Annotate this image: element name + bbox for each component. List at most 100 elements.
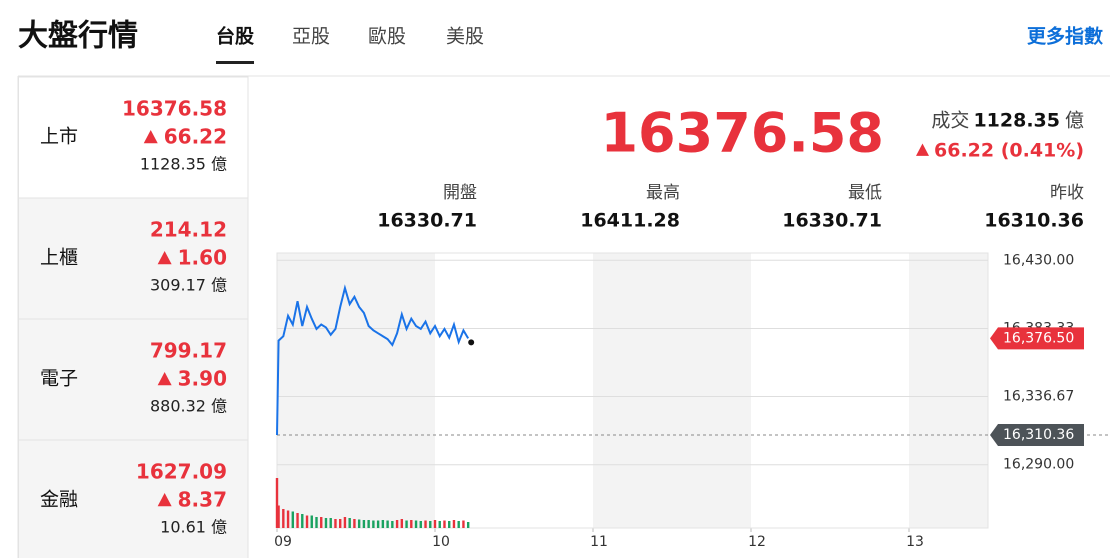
session-band bbox=[909, 253, 988, 528]
stat-value: 16411.28 bbox=[580, 210, 680, 232]
volume-bar bbox=[310, 515, 313, 528]
volume-unit: 億 bbox=[211, 518, 227, 537]
index-change: 1.60 bbox=[178, 246, 227, 270]
volume-bar bbox=[367, 520, 370, 528]
prev-close-tag bbox=[990, 423, 1084, 446]
volume-bar bbox=[433, 520, 437, 528]
volume-bar bbox=[301, 514, 304, 528]
up-triangle bbox=[157, 372, 172, 386]
volume-bar bbox=[419, 521, 422, 528]
volume-bar bbox=[296, 513, 299, 528]
volume-bar bbox=[372, 520, 375, 528]
volume-bar bbox=[357, 519, 361, 528]
volume-bar bbox=[400, 519, 404, 528]
stat-value: 16330.71 bbox=[782, 210, 882, 232]
market-tab[interactable]: 台股 bbox=[216, 25, 254, 48]
index-volume: 1128.35 bbox=[140, 155, 206, 174]
volume-bar bbox=[329, 518, 332, 528]
volume-bar bbox=[457, 521, 460, 528]
volume-bar bbox=[339, 519, 342, 528]
volume-bar bbox=[395, 520, 399, 528]
turnover: 1128.35 bbox=[973, 110, 1060, 132]
volume-bar bbox=[286, 510, 290, 528]
up-triangle bbox=[916, 143, 929, 156]
volume-bar bbox=[324, 518, 328, 528]
volume-bar bbox=[275, 478, 279, 528]
prev-close-label: 16,310.36 bbox=[1003, 427, 1074, 443]
more-link[interactable]: 更多指數 bbox=[1027, 25, 1103, 48]
volume-bar bbox=[277, 505, 280, 528]
volume-bar bbox=[410, 520, 413, 528]
volume-bar bbox=[424, 520, 427, 528]
last-price-tag bbox=[990, 327, 1084, 350]
volume-bar bbox=[320, 517, 323, 528]
stat-label: 最高 bbox=[646, 183, 680, 203]
stat-value: 16330.71 bbox=[377, 210, 477, 232]
volume-bar bbox=[282, 509, 285, 528]
session-band bbox=[593, 253, 751, 528]
index-change: 8.37 bbox=[178, 488, 227, 512]
stat-label: 最低 bbox=[848, 183, 882, 203]
x-tick-label: 09 bbox=[274, 534, 292, 550]
volume-bar bbox=[462, 520, 465, 528]
volume-bar bbox=[315, 517, 318, 528]
y-tick-label: 16,430.00 bbox=[1003, 252, 1074, 268]
index-volume: 309.17 bbox=[150, 276, 206, 295]
volume-bar bbox=[291, 511, 294, 528]
volume-bar bbox=[348, 518, 351, 528]
last-price-label: 16,376.50 bbox=[1003, 330, 1074, 346]
volume-bar bbox=[429, 521, 432, 528]
x-tick-label: 13 bbox=[906, 534, 924, 550]
volume-bar bbox=[391, 521, 394, 528]
index-price: 16376.58 bbox=[122, 97, 227, 121]
index-price: 1627.09 bbox=[136, 460, 227, 484]
volume-bar bbox=[405, 520, 408, 528]
volume-bar bbox=[381, 520, 385, 528]
stat-label: 開盤 bbox=[443, 183, 477, 203]
volume-bar bbox=[452, 520, 456, 528]
volume-bar bbox=[353, 519, 356, 528]
x-tick-label: 12 bbox=[748, 534, 766, 550]
index-change: 3.90 bbox=[178, 367, 227, 391]
index-volume: 880.32 bbox=[150, 397, 206, 416]
volume-bar bbox=[362, 520, 366, 528]
last-point bbox=[468, 339, 475, 346]
volume-unit: 億 bbox=[211, 276, 227, 295]
index-change: 66.22 bbox=[164, 125, 227, 149]
volume-bar bbox=[386, 520, 389, 528]
volume-unit: 億 bbox=[211, 397, 227, 416]
index-row[interactable] bbox=[18, 439, 249, 558]
volume-unit: 億 bbox=[1065, 110, 1084, 132]
index-name: 上櫃 bbox=[40, 247, 78, 269]
up-triangle bbox=[143, 130, 158, 144]
index-name: 上市 bbox=[40, 126, 78, 148]
up-triangle bbox=[157, 493, 172, 507]
y-tick-label: 16,336.67 bbox=[1003, 389, 1074, 405]
market-tab[interactable]: 亞股 bbox=[292, 26, 330, 48]
stat-label: 昨收 bbox=[1050, 183, 1084, 203]
active-tab-underline bbox=[216, 61, 255, 64]
session-band bbox=[277, 253, 435, 528]
up-triangle bbox=[157, 251, 172, 265]
volume-bar bbox=[438, 521, 441, 528]
page-title: 大盤行情 bbox=[18, 19, 138, 54]
index-price: 799.17 bbox=[150, 339, 227, 363]
volume-bar bbox=[466, 522, 470, 528]
volume-bar bbox=[334, 519, 337, 528]
main-price: 16376.58 bbox=[600, 102, 884, 165]
volume-unit: 億 bbox=[211, 155, 227, 174]
price-line bbox=[276, 284, 470, 435]
y-tick-label: 16,290.00 bbox=[1003, 457, 1074, 473]
index-row[interactable] bbox=[18, 318, 249, 441]
market-tab[interactable]: 美股 bbox=[446, 26, 484, 48]
x-tick-label: 10 bbox=[432, 534, 450, 550]
volume-bar bbox=[343, 517, 347, 528]
market-tab[interactable]: 歐股 bbox=[368, 26, 406, 48]
volume-bar bbox=[305, 515, 309, 528]
volume-bar bbox=[448, 521, 451, 528]
index-name: 金融 bbox=[40, 489, 78, 511]
index-row[interactable] bbox=[18, 76, 249, 199]
turnover-label: 成交 bbox=[931, 110, 969, 132]
